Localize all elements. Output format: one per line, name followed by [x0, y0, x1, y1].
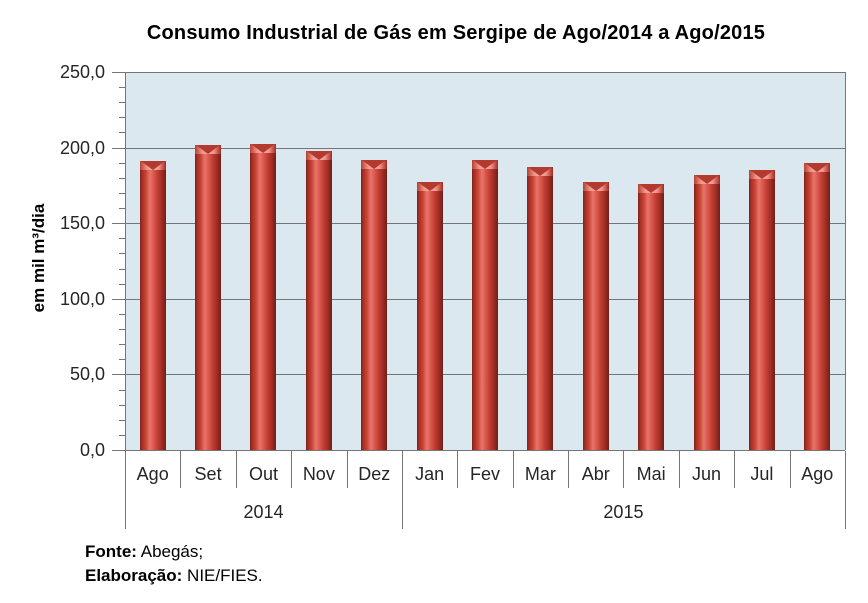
y-tick-label-0,0: 0,0: [79, 440, 105, 460]
y-minor-tick: [119, 405, 125, 406]
footer-elaboration-value: NIE/FIES.: [187, 566, 263, 585]
y-tick-label-50,0: 50,0: [69, 364, 105, 384]
y-major-tick: [112, 450, 125, 451]
year-group-separator: [125, 451, 126, 529]
bar-jun-10: [694, 175, 720, 450]
y-axis-line: [125, 72, 126, 450]
y-tick-label-200,0: 200,0: [59, 138, 105, 158]
y-minor-tick: [119, 344, 125, 345]
category-separator: [457, 451, 458, 488]
x-label-mai-9: Mai: [636, 464, 666, 484]
year-label-2014: 2014: [243, 502, 284, 522]
y-major-tick: [112, 148, 125, 149]
x-label-jun-10: Jun: [692, 464, 722, 484]
x-label-dez-4: Dez: [358, 464, 391, 484]
footer-elaboration-label: Elaboração:: [85, 566, 183, 585]
year-group-separator: [845, 451, 846, 529]
plot-right-border: [845, 72, 846, 450]
y-minor-tick: [119, 269, 125, 270]
category-separator: [790, 451, 791, 488]
y-tick-label-150,0: 150,0: [59, 213, 105, 233]
category-separator: [180, 451, 181, 488]
bar-mar-7: [527, 167, 553, 450]
bar-jul-11: [749, 170, 775, 450]
bar-abr-8: [583, 182, 609, 450]
x-label-fev-6: Fev: [469, 464, 500, 484]
footer-source-line: Fonte: Abegás;: [85, 540, 263, 564]
y-minor-tick: [119, 284, 125, 285]
bar-fev-6: [472, 160, 498, 450]
x-label-jan-5: Jan: [415, 464, 445, 484]
category-separator: [291, 451, 292, 488]
bar-ago-12: [804, 163, 830, 450]
y-minor-tick: [119, 253, 125, 254]
y-minor-tick: [119, 132, 125, 133]
category-separator: [347, 451, 348, 488]
y-minor-tick: [119, 178, 125, 179]
gridline-250: [125, 72, 845, 73]
category-separator: [679, 451, 680, 488]
y-minor-tick: [119, 102, 125, 103]
bar-set-1: [195, 145, 221, 450]
footer-elaboration-line: Elaboração: NIE/FIES.: [85, 564, 263, 588]
y-minor-tick: [119, 314, 125, 315]
category-separator: [734, 451, 735, 488]
gridline-200: [125, 148, 845, 149]
x-label-jul-11: Jul: [750, 464, 774, 484]
y-minor-tick: [119, 208, 125, 209]
y-minor-tick: [119, 193, 125, 194]
y-minor-tick: [119, 420, 125, 421]
y-minor-tick: [119, 163, 125, 164]
y-major-tick: [112, 299, 125, 300]
x-label-set-1: Set: [194, 464, 222, 484]
category-separator: [623, 451, 624, 488]
y-minor-tick: [119, 390, 125, 391]
y-minor-tick: [119, 435, 125, 436]
category-separator: [513, 451, 514, 488]
y-minor-tick: [119, 238, 125, 239]
category-separator: [236, 451, 237, 488]
chart-title: Consumo Industrial de Gás em Sergipe de …: [146, 22, 766, 44]
bar-nov-3: [306, 151, 332, 450]
category-separator: [568, 451, 569, 488]
bar-ago-0: [140, 161, 166, 450]
x-label-ago-0: Ago: [136, 464, 169, 484]
x-label-abr-8: Abr: [581, 464, 610, 484]
bar-jan-5: [417, 182, 443, 450]
y-minor-tick: [119, 359, 125, 360]
bar-dez-4: [361, 160, 387, 450]
x-label-out-2: Out: [248, 464, 278, 484]
x-label-ago-12: Ago: [801, 464, 834, 484]
footer-source-value: Abegás;: [140, 542, 204, 561]
x-label-nov-3: Nov: [302, 464, 335, 484]
y-tick-label-250,0: 250,0: [59, 62, 105, 82]
y-tick-label-100,0: 100,0: [59, 289, 105, 309]
footer-source-label: Fonte:: [85, 542, 137, 561]
y-minor-tick: [119, 87, 125, 88]
chart-footer: Fonte: Abegás; Elaboração: NIE/FIES.: [85, 540, 263, 588]
bar-mai-9: [638, 184, 664, 450]
gridline-0: [125, 450, 845, 451]
year-group-separator: [402, 451, 403, 529]
year-label-2015: 2015: [603, 502, 644, 522]
y-minor-tick: [119, 117, 125, 118]
y-major-tick: [112, 223, 125, 224]
y-major-tick: [112, 72, 125, 73]
y-minor-tick: [119, 329, 125, 330]
x-label-mar-7: Mar: [524, 464, 556, 484]
bar-out-2: [250, 144, 276, 450]
y-major-tick: [112, 374, 125, 375]
